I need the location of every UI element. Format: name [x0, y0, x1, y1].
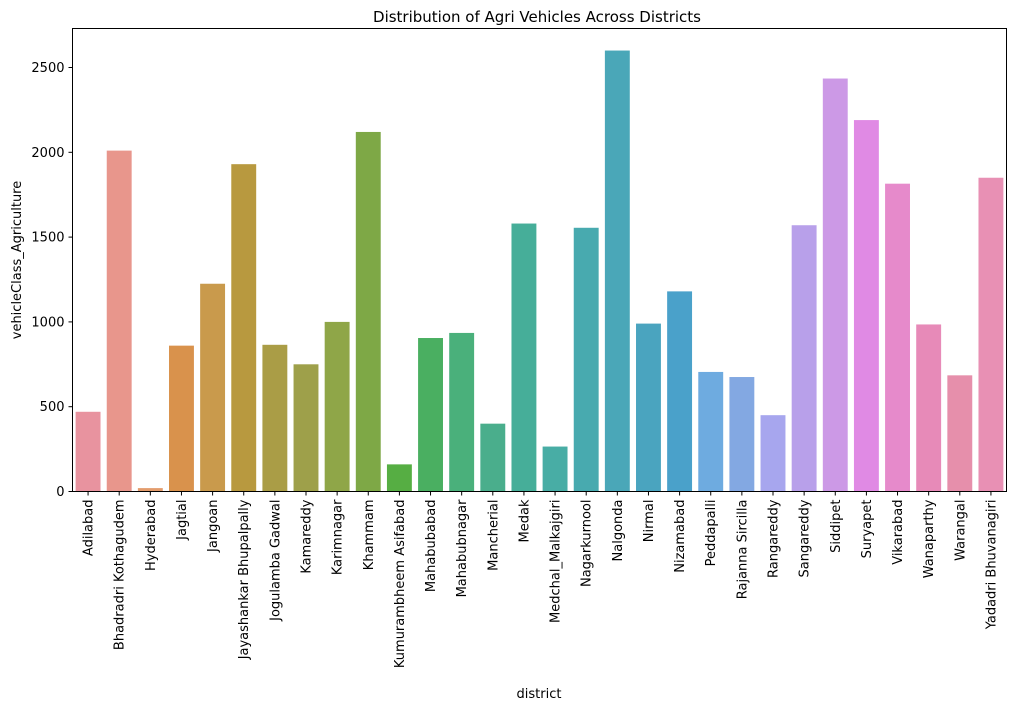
x-tick-label: Mancherial [486, 500, 501, 571]
x-tick-label: Wanaparthy [922, 499, 937, 578]
bar-bhadradri-kothagudem [106, 150, 132, 492]
bar-karimnagar [324, 321, 350, 492]
bar-jogulamba-gadwal [262, 344, 288, 492]
bar-medak [511, 223, 537, 492]
bar-mahabubabad [418, 338, 443, 492]
x-tick-label: Nagarkurnool [580, 500, 595, 588]
bar-mahabubnagar [449, 332, 475, 492]
x-tick-label: Mahabubabad [424, 500, 439, 593]
x-tick-label: Medak [517, 499, 532, 542]
chart-title: Distribution of Agri Vehicles Across Dis… [373, 8, 701, 26]
x-tick-label: Yadadri Bhuvanagiri [984, 500, 999, 631]
bar-khammam [355, 131, 381, 492]
x-tick-label: Karimnagar [331, 499, 346, 575]
x-tick-label: Jagtial [175, 500, 190, 541]
bar-jangoan [200, 283, 226, 492]
bar-hyderabad [137, 488, 163, 492]
x-tick-label: Jogulamba Gadwal [268, 500, 283, 622]
bar-adilabad [75, 411, 101, 492]
bar-jagtial [169, 345, 194, 492]
x-tick-label: Mahabubnagar [455, 499, 470, 598]
bar-medchal-malkajgiri [542, 446, 568, 492]
bar-yadadri-bhuvanagiri [978, 177, 1004, 492]
bar-jayashankar-bhupalpally [231, 164, 257, 492]
bar-vikarabad [885, 183, 910, 492]
x-tick-label: Peddapalli [704, 500, 719, 567]
x-tick-label: Suryapet [860, 500, 875, 559]
x-axis-label: district [517, 687, 562, 702]
x-tick-label: Nizamabad [673, 500, 688, 573]
y-tick-label: 1000 [31, 315, 64, 330]
y-axis-label: vehicleClass_Agriculture [10, 181, 25, 340]
x-tick-label: Adilabad [82, 500, 97, 557]
x-tick-label: Kamareddy [300, 499, 315, 573]
bar-nagarkurnool [573, 227, 599, 492]
bar-kamareddy [293, 364, 319, 492]
x-tick-label: Siddipet [829, 500, 844, 553]
y-tick-label: 2000 [31, 146, 64, 161]
bar-sangareddy [791, 225, 817, 492]
x-tick-label: Sangareddy [798, 499, 813, 577]
x-tick-label: Nalgonda [611, 500, 626, 562]
x-tick-label: Warangal [953, 500, 968, 561]
bar-suryapet [853, 120, 879, 492]
x-axis: Adilabad Bhadradri Kothagudem Hyderabad Jag… [82, 491, 999, 669]
bar-nalgonda [604, 50, 630, 492]
y-tick-label: 2500 [31, 61, 64, 76]
bar-nirmal [636, 323, 661, 492]
bar-rajanna-sircilla [729, 377, 755, 492]
x-tick-label: Vikarabad [891, 500, 906, 565]
y-tick-label: 1500 [31, 231, 64, 246]
plot-frame [72, 28, 1007, 492]
x-tick-label: Hyderabad [144, 500, 159, 572]
x-tick-label: Khammam [362, 500, 377, 571]
bar-kumurambheem-asifabad [386, 464, 412, 492]
x-tick-label: Jangoan [206, 500, 221, 553]
bar-peddapalli [698, 371, 724, 492]
y-tick-label: 0 [56, 485, 64, 500]
x-tick-label: Rajanna Sircilla [735, 500, 750, 600]
x-tick-label: Medchal_Malkajgiri [549, 500, 564, 623]
bar-rangareddy [760, 415, 786, 492]
x-tick-label: Nirmal [642, 500, 657, 543]
x-tick-label: Bhadradri Kothagudem [113, 500, 128, 651]
x-tick-label: Jayashankar Bhupalpally [237, 499, 252, 660]
bar-mancherial [480, 423, 506, 492]
x-tick-label: Rangareddy [767, 499, 782, 578]
bar-wanaparthy [916, 324, 942, 492]
bar-nizamabad [667, 291, 693, 492]
x-tick-label: Kumurambheem Asifabad [393, 500, 408, 669]
bar-warangal [947, 375, 973, 492]
bars [75, 50, 1004, 492]
bar-siddipet [822, 78, 848, 492]
y-axis: 0 500 1000 1500 2000 2500 [31, 61, 73, 500]
y-tick-label: 500 [40, 400, 65, 415]
